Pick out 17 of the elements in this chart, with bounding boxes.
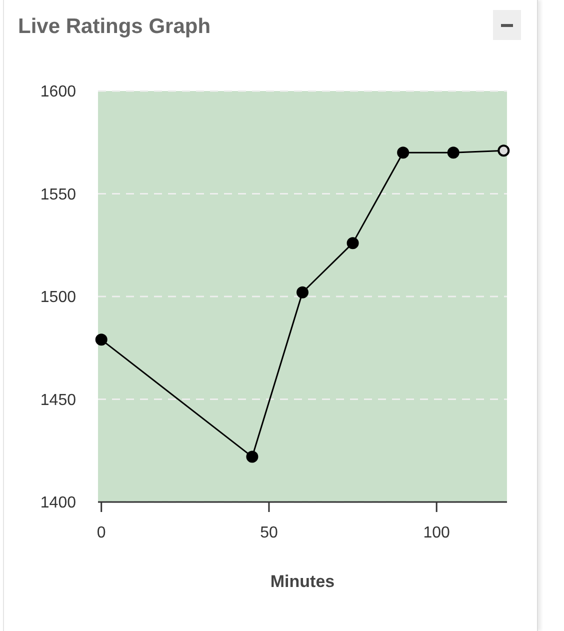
point	[498, 144, 510, 157]
y-tick-label: 1400	[40, 494, 76, 512]
point	[397, 146, 410, 159]
y-tick-label: 1500	[40, 289, 76, 306]
y-tick-label: 1600	[40, 84, 76, 101]
x-tick-label: 100	[423, 524, 450, 542]
y-tick-label: 1450	[40, 392, 76, 409]
x-axis-title: Minutes	[270, 572, 335, 591]
x-tick-label: 0	[96, 524, 106, 542]
x-tick-label: 50	[260, 524, 278, 542]
y-tick-label: 1550	[40, 186, 76, 204]
point	[346, 237, 359, 250]
chart-title: Live Ratings Graph	[18, 15, 211, 39]
point	[296, 286, 308, 298]
point	[95, 334, 108, 346]
point	[246, 450, 258, 463]
point	[447, 146, 460, 159]
